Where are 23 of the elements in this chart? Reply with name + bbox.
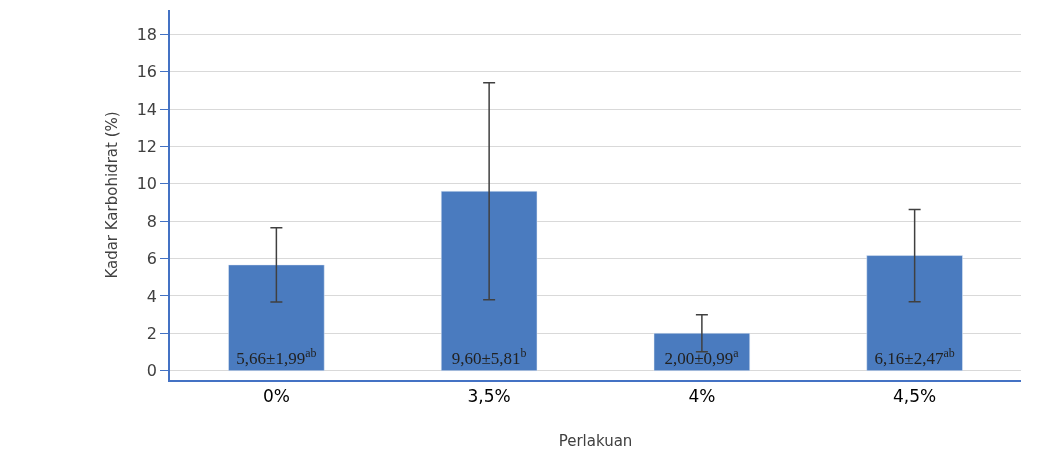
y-tick-label: 14 (136, 99, 158, 119)
x-tick-label: 4,5% (893, 386, 937, 407)
bar (441, 191, 538, 371)
y-tick-label: 12 (136, 137, 158, 157)
data-label: 2,00±0,99$^{a}$ (664, 345, 740, 368)
x-tick-label: 3,5% (467, 386, 511, 407)
bar (866, 255, 963, 371)
data-label: 6,16±2,47$^{ab}$ (874, 345, 955, 368)
y-tick-label: 18 (136, 24, 158, 44)
y-tick-label: 2 (146, 323, 158, 343)
x-tick-label: 0% (262, 386, 290, 407)
y-tick-label: 16 (136, 62, 158, 82)
y-axis-title: Kadar Karbohidrat (%) (103, 111, 122, 279)
y-tick-label: 4 (146, 286, 158, 306)
y-tick-label: 0 (146, 361, 158, 381)
data-label: 5,66±1,99$^{ab}$ (236, 345, 317, 368)
bar (228, 264, 325, 371)
x-axis-title: Perlakuan (558, 431, 633, 450)
y-tick-label: 6 (146, 249, 158, 269)
data-label: 9,60±5,81$^{b}$ (451, 345, 527, 368)
x-tick-label: 4% (688, 386, 716, 407)
y-tick-label: 10 (136, 174, 158, 194)
y-tick-label: 8 (146, 211, 158, 231)
